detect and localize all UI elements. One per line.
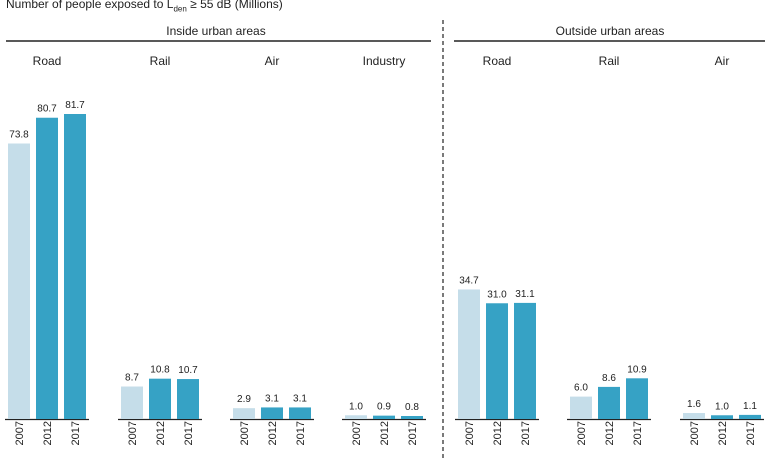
data-label: 80.7 xyxy=(37,104,57,115)
bar xyxy=(514,302,536,419)
bar xyxy=(626,378,648,419)
group-header: Inside urban areas xyxy=(166,24,265,38)
x-tick-label: 2012 xyxy=(379,421,391,445)
chart-title-prefix: Number of people exposed to L xyxy=(6,0,174,11)
data-label: 0.9 xyxy=(377,402,391,413)
bar xyxy=(711,415,733,419)
panel-label: Air xyxy=(715,54,730,68)
data-label: 3.1 xyxy=(293,393,307,404)
x-tick-label: 2017 xyxy=(745,421,757,445)
data-label: 10.7 xyxy=(178,365,198,376)
bar xyxy=(64,114,86,419)
panel-label: Rail xyxy=(599,54,620,68)
data-label: 8.7 xyxy=(125,373,139,384)
data-label: 1.0 xyxy=(349,401,363,412)
panel-label: Road xyxy=(483,54,512,68)
data-label: 10.9 xyxy=(627,364,647,375)
x-tick-label: 2017 xyxy=(520,421,532,445)
panel-label: Industry xyxy=(363,54,406,68)
data-label: 10.8 xyxy=(150,365,170,376)
data-label: 34.7 xyxy=(459,275,479,286)
bar xyxy=(289,407,311,419)
x-tick-label: 2012 xyxy=(155,421,167,445)
bar xyxy=(36,117,58,420)
bar xyxy=(233,408,255,419)
x-tick-label: 2012 xyxy=(42,421,54,445)
data-label: 3.1 xyxy=(265,393,279,404)
data-label: 0.8 xyxy=(405,402,419,413)
bar xyxy=(458,289,480,419)
data-label: 2.9 xyxy=(237,394,251,405)
bar xyxy=(570,396,592,419)
x-tick-label: 2007 xyxy=(14,421,26,445)
data-label: 73.8 xyxy=(9,129,29,140)
x-tick-label: 2012 xyxy=(604,421,616,445)
data-label: 1.1 xyxy=(743,401,757,412)
data-label: 81.7 xyxy=(65,100,85,111)
bar xyxy=(149,378,171,419)
x-tick-label: 2007 xyxy=(464,421,476,445)
x-tick-label: 2007 xyxy=(351,421,363,445)
x-tick-label: 2012 xyxy=(267,421,279,445)
x-tick-label: 2007 xyxy=(127,421,139,445)
bar xyxy=(401,416,423,419)
data-label: 31.1 xyxy=(515,289,535,300)
chart-title-subscript: den xyxy=(173,4,187,14)
panel-label: Road xyxy=(33,54,62,68)
x-tick-label: 2017 xyxy=(70,421,82,445)
x-tick-label: 2017 xyxy=(295,421,307,445)
bar xyxy=(177,379,199,419)
x-tick-label: 2017 xyxy=(407,421,419,445)
data-label: 8.6 xyxy=(602,373,616,384)
bar xyxy=(8,143,30,419)
x-tick-label: 2017 xyxy=(183,421,195,445)
data-label: 1.6 xyxy=(687,399,701,410)
x-tick-label: 2017 xyxy=(632,421,644,445)
data-label: 6.0 xyxy=(574,383,588,394)
x-tick-label: 2007 xyxy=(239,421,251,445)
bar xyxy=(373,415,395,419)
bar xyxy=(683,413,705,419)
data-label: 31.0 xyxy=(487,289,507,300)
panel-label: Rail xyxy=(150,54,171,68)
bar xyxy=(261,407,283,419)
chart-title: Number of people exposed to Lden ≥ 55 dB… xyxy=(6,0,283,13)
chart-title-suffix: ≥ 55 dB (Millions) xyxy=(186,0,283,11)
x-tick-label: 2007 xyxy=(689,421,701,445)
bar xyxy=(345,415,367,419)
bar xyxy=(739,414,761,419)
bar xyxy=(598,386,620,419)
x-tick-label: 2007 xyxy=(576,421,588,445)
x-tick-label: 2012 xyxy=(492,421,504,445)
bar xyxy=(121,386,143,419)
data-label: 1.0 xyxy=(715,401,729,412)
group-header: Outside urban areas xyxy=(556,24,665,38)
panel-label: Air xyxy=(265,54,280,68)
bar xyxy=(486,303,508,419)
x-tick-label: 2012 xyxy=(717,421,729,445)
